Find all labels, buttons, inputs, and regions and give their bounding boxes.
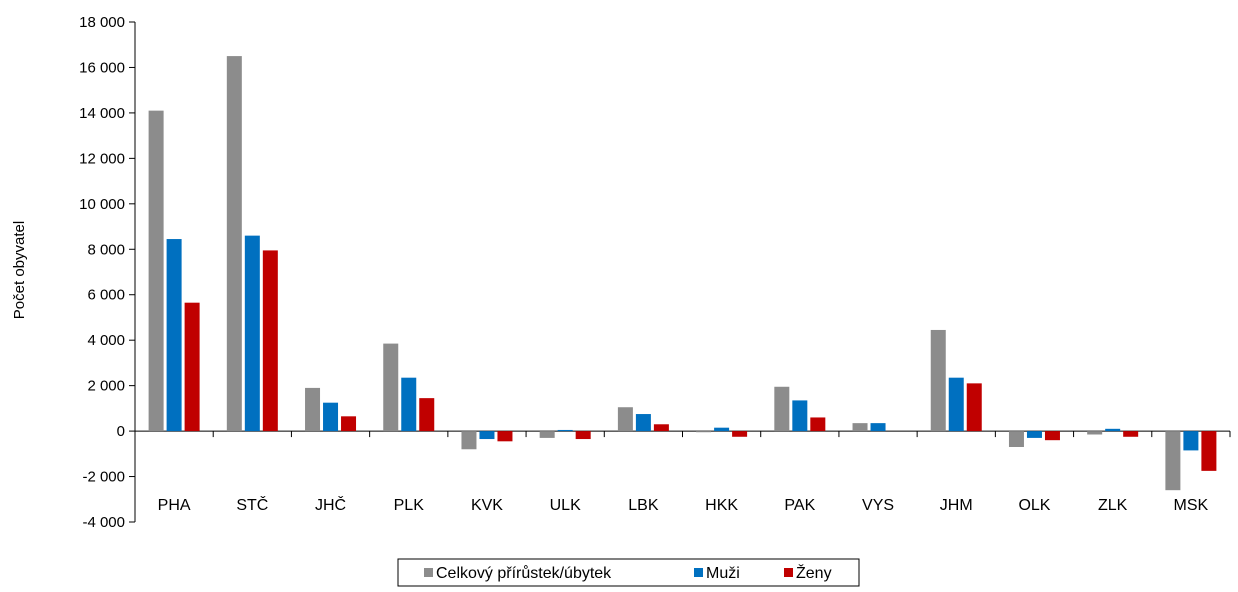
legend-label: Ženy: [796, 563, 832, 582]
bar-ulk-muzi: [557, 429, 573, 432]
bar-plk-muzi: [401, 377, 417, 432]
bar-msk-muzi: [1183, 431, 1199, 451]
y-tick-label: 18 000: [79, 14, 125, 31]
bar-zlk-total: [1087, 431, 1103, 435]
bar-stč-total: [226, 56, 242, 432]
y-tick-label: 12 000: [79, 150, 125, 167]
bar-pak-muzi: [792, 400, 808, 432]
x-tick-label: ZLK: [1098, 497, 1128, 514]
x-tick-label: VYS: [862, 497, 894, 514]
x-tick-label: PAK: [784, 497, 815, 514]
bar-jhm-muzi: [948, 377, 964, 432]
bar-msk-total: [1165, 431, 1181, 491]
bar-vys-total: [852, 423, 868, 432]
bar-zlk-muzi: [1105, 428, 1121, 432]
bar-kvk-muzi: [479, 431, 495, 440]
bar-hkk-muzi: [714, 427, 730, 432]
bar-jhm-zeny: [966, 383, 982, 432]
y-tick-label: 16 000: [79, 59, 125, 76]
bar-lbk-zeny: [653, 424, 669, 432]
bar-jhč-zeny: [341, 416, 357, 432]
bar-plk-zeny: [419, 398, 435, 432]
bar-pak-zeny: [810, 417, 826, 432]
y-tick-label: 8 000: [87, 241, 125, 258]
bar-ulk-zeny: [575, 431, 591, 440]
x-tick-label: HKK: [705, 497, 738, 514]
y-tick-label: 14 000: [79, 105, 125, 122]
legend-swatch: [424, 568, 433, 577]
x-tick-label: ULK: [550, 497, 581, 514]
bar-stč-zeny: [262, 250, 278, 432]
bar-jhm-total: [930, 329, 946, 432]
bar-pak-total: [774, 386, 790, 432]
plot-area: -4 000 -2 000 0 2 000 4 000 6 000 8 000 10 000 1…: [79, 14, 1231, 531]
y-tick-label: 10 000: [79, 196, 125, 213]
bar-jhč-muzi: [323, 402, 339, 432]
bar-kvk-zeny: [497, 431, 513, 442]
bar-lbk-total: [617, 407, 633, 432]
bar-kvk-total: [461, 431, 477, 450]
bar-olk-zeny: [1044, 431, 1060, 441]
legend-swatch: [784, 568, 793, 577]
bar-plk-total: [383, 343, 399, 432]
bar-zlk-zeny: [1123, 431, 1139, 437]
x-tick-label: LBK: [628, 497, 659, 514]
x-tick-label: PHA: [158, 497, 191, 514]
bar-vys-muzi: [870, 423, 886, 432]
bar-pha-zeny: [184, 302, 200, 432]
y-tick-label: 0: [117, 423, 125, 440]
legend-label: Celkový přírůstek/úbytek: [436, 564, 612, 582]
legend-label: Muži: [706, 565, 740, 582]
bar-stč-muzi: [244, 235, 260, 432]
y-tick-label: -2 000: [82, 469, 125, 486]
x-tick-label: JHM: [940, 497, 973, 514]
bar-ulk-total: [539, 431, 555, 438]
bar-pha-total: [148, 110, 164, 432]
bar-hkk-total: [696, 431, 712, 433]
bar-pha-muzi: [166, 239, 182, 432]
bar-hkk-zeny: [732, 431, 748, 437]
legend-swatch: [694, 568, 703, 577]
y-tick-label: 2 000: [87, 378, 125, 395]
legend-box: [397, 558, 860, 587]
x-tick-label: OLK: [1018, 497, 1050, 514]
x-tick-label: MSK: [1174, 497, 1209, 514]
x-tick-label: STČ: [236, 495, 268, 514]
x-tick-label: PLK: [394, 497, 425, 514]
x-tick-label: JHČ: [315, 495, 346, 514]
y-tick-label: 4 000: [87, 332, 125, 349]
bar-olk-muzi: [1026, 431, 1042, 438]
bar-msk-zeny: [1201, 431, 1217, 471]
x-tick-label: KVK: [471, 497, 503, 514]
bar-jhč-total: [305, 387, 321, 432]
y-tick-label: 6 000: [87, 287, 125, 304]
y-axis-title: Počet obyvatel: [11, 221, 28, 319]
y-tick-label: -4 000: [82, 514, 125, 531]
bar-olk-total: [1008, 431, 1024, 447]
bar-lbk-muzi: [635, 414, 651, 432]
legend: Celkový přírůstek/úbytek Muži Ženy: [397, 558, 860, 587]
